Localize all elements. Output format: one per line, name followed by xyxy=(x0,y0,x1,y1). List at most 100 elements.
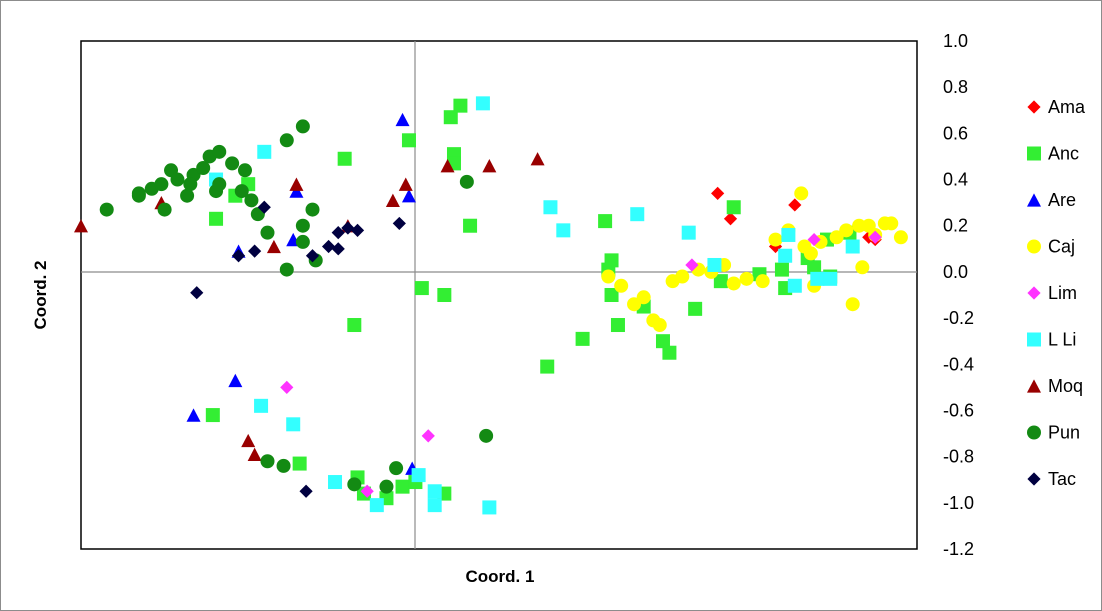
point-anc xyxy=(209,212,223,226)
point-anc xyxy=(775,263,789,277)
point-l-li xyxy=(370,498,384,512)
point-pun xyxy=(238,163,252,177)
point-pun xyxy=(235,184,249,198)
point-l-li xyxy=(428,498,442,512)
point-anc xyxy=(402,133,416,147)
point-caj xyxy=(846,297,860,311)
point-pun xyxy=(306,203,320,217)
point-caj xyxy=(727,276,741,290)
point-pun xyxy=(389,461,403,475)
point-anc xyxy=(540,360,554,374)
point-pun xyxy=(296,235,310,249)
point-anc xyxy=(611,318,625,332)
y-tick-label: 0.6 xyxy=(943,123,968,143)
point-l-li xyxy=(630,207,644,221)
legend-label: Tac xyxy=(1048,469,1076,489)
point-pun xyxy=(212,145,226,159)
point-anc xyxy=(727,200,741,214)
x-axis-title: Coord. 1 xyxy=(466,567,535,586)
legend-marker xyxy=(1027,240,1041,254)
point-anc xyxy=(347,318,361,332)
point-caj xyxy=(614,279,628,293)
point-anc xyxy=(437,288,451,302)
legend: Ama Anc Are Caj Lim L Li Moq Pun Tac xyxy=(1027,97,1086,489)
y-tick-label: 0.8 xyxy=(943,77,968,97)
legend-marker xyxy=(1027,147,1041,161)
point-pun xyxy=(212,177,226,191)
point-l-li xyxy=(482,500,496,514)
point-caj xyxy=(740,272,754,286)
point-caj xyxy=(884,216,898,230)
legend-marker xyxy=(1027,193,1041,206)
y-tick-label: -1.2 xyxy=(943,539,974,559)
legend-marker xyxy=(1027,472,1040,485)
point-anc xyxy=(576,332,590,346)
point-pun xyxy=(260,454,274,468)
point-pun xyxy=(154,177,168,191)
point-pun xyxy=(296,219,310,233)
point-pun xyxy=(132,186,146,200)
point-l-li xyxy=(428,484,442,498)
point-pun xyxy=(277,459,291,473)
point-caj xyxy=(769,233,783,247)
point-l-li xyxy=(257,145,271,159)
legend-label: Moq xyxy=(1048,376,1083,396)
point-anc xyxy=(463,219,477,233)
y-tick-label: 1.0 xyxy=(943,31,968,51)
y-tick-label: -0.2 xyxy=(943,308,974,328)
legend-label: L Li xyxy=(1048,330,1076,350)
point-anc xyxy=(396,480,410,494)
point-pun xyxy=(260,226,274,240)
point-pun xyxy=(296,119,310,133)
point-l-li xyxy=(682,226,696,240)
point-caj xyxy=(675,270,689,284)
point-pun xyxy=(183,177,197,191)
point-l-li xyxy=(788,279,802,293)
point-anc xyxy=(688,302,702,316)
legend-label: Are xyxy=(1048,190,1076,210)
y-tick-label: 0.4 xyxy=(943,170,968,190)
point-l-li xyxy=(286,417,300,431)
point-anc xyxy=(293,457,307,471)
legend-marker xyxy=(1027,286,1040,299)
legend-label: Pun xyxy=(1048,423,1080,443)
point-l-li xyxy=(328,475,342,489)
point-l-li xyxy=(254,399,268,413)
point-caj xyxy=(894,230,908,244)
point-pun xyxy=(460,175,474,189)
point-l-li xyxy=(823,272,837,286)
point-pun xyxy=(158,203,172,217)
point-anc xyxy=(338,152,352,166)
point-pun xyxy=(379,480,393,494)
y-tick-label: -1.0 xyxy=(943,493,974,513)
point-caj xyxy=(804,246,818,260)
point-pun xyxy=(280,133,294,147)
point-caj xyxy=(794,186,808,200)
y-tick-label: -0.6 xyxy=(943,400,974,420)
legend-marker xyxy=(1027,100,1040,113)
point-pun xyxy=(225,156,239,170)
point-caj xyxy=(756,274,770,288)
legend-label: Caj xyxy=(1048,237,1075,257)
point-caj xyxy=(637,290,651,304)
point-pun xyxy=(280,263,294,277)
y-tick-label: -0.4 xyxy=(943,354,974,374)
point-pun xyxy=(100,203,114,217)
y-tick-label: 0.2 xyxy=(943,216,968,236)
point-l-li xyxy=(778,249,792,263)
legend-marker xyxy=(1027,379,1041,392)
y-tick-label: -0.8 xyxy=(943,447,974,467)
point-anc xyxy=(444,110,458,124)
point-caj xyxy=(653,318,667,332)
point-l-li xyxy=(810,272,824,286)
y-tick-label: 0.0 xyxy=(943,262,968,282)
legend-label: Anc xyxy=(1048,144,1079,164)
point-anc xyxy=(598,214,612,228)
point-l-li xyxy=(476,96,490,110)
point-pun xyxy=(170,173,184,187)
point-l-li xyxy=(707,258,721,272)
point-caj xyxy=(839,223,853,237)
point-pun xyxy=(347,477,361,491)
legend-label: Ama xyxy=(1048,97,1086,117)
y-axis-tick-labels: 1.0 0.8 0.6 0.4 0.2 0.0 -0.2 -0.4 -0.6 -0.8 -1.0 -1… xyxy=(943,31,974,559)
